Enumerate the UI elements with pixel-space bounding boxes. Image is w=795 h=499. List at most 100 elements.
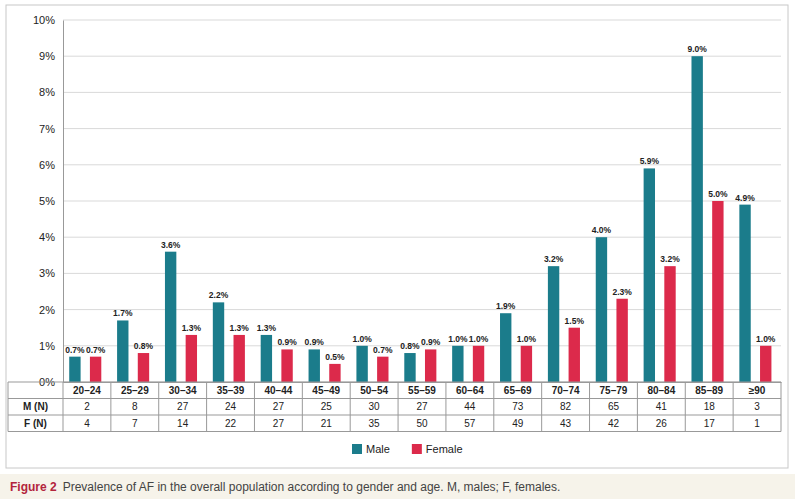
bar (234, 335, 245, 382)
data-label: 1.0% (448, 334, 468, 344)
table-rule (493, 382, 494, 432)
table-rule (445, 382, 446, 432)
table-cell: 42 (608, 418, 620, 429)
grid-line (63, 128, 781, 129)
table-rule (541, 382, 542, 432)
data-label: 1.0% (352, 334, 372, 344)
data-label: 1.9% (496, 301, 516, 311)
caption-label: Figure 2 (10, 480, 57, 494)
table-cell: 22 (225, 418, 237, 429)
bar (500, 313, 511, 382)
table-cell: 27 (273, 401, 285, 412)
y-tick-label: 2% (39, 304, 55, 316)
x-tick-label: 25–29 (121, 385, 149, 396)
table-cell: 1 (754, 418, 760, 429)
y-tick-label: 10% (33, 14, 55, 26)
table-rule (8, 415, 781, 416)
bar (596, 237, 607, 382)
bar (691, 56, 702, 382)
data-label: 1.0% (469, 334, 489, 344)
table-cell: 2 (84, 401, 90, 412)
table-cell: 44 (464, 401, 476, 412)
data-label: 1.0% (756, 334, 776, 344)
table-row-label: F (N) (24, 418, 47, 429)
data-table: M (N)282724272530274473826541183F (N)471… (8, 382, 781, 432)
table-rule (685, 382, 686, 432)
bar (664, 266, 675, 382)
x-tick-label: 40–44 (264, 385, 292, 396)
grid-line (63, 20, 781, 21)
bar (473, 346, 484, 382)
table-rule (8, 398, 781, 399)
x-tick-label: 20–24 (73, 385, 101, 396)
x-tick: 60–64 (456, 385, 484, 396)
data-labels: 0.7%1.7%3.6%2.2%1.3%0.9%1.0%0.8%1.0%1.9%… (65, 44, 776, 362)
bar (138, 353, 149, 382)
y-tick: 3% (39, 267, 63, 279)
x-tick-label: 55–59 (408, 385, 436, 396)
table-cell: 27 (273, 418, 285, 429)
bar (739, 205, 750, 382)
table-cell: 73 (512, 401, 524, 412)
table-cell: 82 (560, 401, 572, 412)
background (0, 0, 795, 499)
bar (644, 168, 655, 382)
x-tick: 30–34 (169, 385, 197, 396)
legend-item: Male (352, 443, 390, 455)
table-cell: 8 (132, 401, 138, 412)
y-tick-label: 4% (39, 231, 55, 243)
table-cell: 4 (84, 418, 90, 429)
data-label: 3.2% (544, 254, 564, 264)
table-rule (733, 382, 734, 432)
legend-swatch (352, 444, 362, 454)
caption-background (0, 474, 795, 499)
table-cell: 25 (321, 401, 333, 412)
x-tick: 85–89 (695, 385, 723, 396)
grid-line (63, 56, 781, 57)
table-rule (110, 382, 111, 432)
x-tick-label: 35–39 (217, 385, 245, 396)
x-tick: 25–29 (121, 385, 149, 396)
data-label: 2.3% (612, 287, 632, 297)
bar (186, 335, 197, 382)
table-cell: 30 (369, 401, 381, 412)
bar (425, 349, 436, 382)
data-label: 1.3% (257, 323, 277, 333)
table-cell: 27 (177, 401, 189, 412)
series-bars (90, 201, 772, 382)
x-tick: 70–74 (552, 385, 580, 396)
data-label: 1.5% (565, 316, 585, 326)
x-tick-label: 45–49 (312, 385, 340, 396)
table-rule (158, 382, 159, 432)
bar (309, 349, 320, 382)
table-cell: 27 (416, 401, 428, 412)
x-tick-label: 70–74 (552, 385, 580, 396)
data-label: 3.6% (161, 240, 181, 250)
table-cell: 49 (512, 418, 524, 429)
bar (712, 201, 723, 382)
table-cell: 21 (321, 418, 333, 429)
table-cell: 3 (754, 401, 760, 412)
y-tick: 5% (39, 195, 63, 207)
x-tick-label: 75–79 (600, 385, 628, 396)
table-cell: 26 (656, 418, 668, 429)
figure: 0.7%1.7%3.6%2.2%1.3%0.9%1.0%0.8%1.0%1.9%… (0, 0, 795, 499)
y-axis: 0%1%2%3%4%5%6%7%8%9%10% (33, 14, 64, 388)
y-tick: 1% (39, 340, 63, 352)
table-cell: 18 (704, 401, 716, 412)
table-cell: 7 (132, 418, 138, 429)
table-rule (589, 382, 590, 432)
bar (404, 353, 415, 382)
y-tick: 7% (39, 123, 63, 135)
data-label: 0.9% (421, 337, 441, 347)
bar (548, 266, 559, 382)
chart-frame (6, 5, 788, 468)
x-tick-label: 30–34 (169, 385, 197, 396)
x-tick: ≥90 (749, 385, 766, 396)
x-tick-label: 65–69 (504, 385, 532, 396)
caption-text: Prevalence of AF in the overall populati… (63, 480, 561, 494)
bar (117, 320, 128, 382)
x-tick: 65–69 (504, 385, 532, 396)
y-tick-label: 3% (39, 267, 55, 279)
x-tick: 80–84 (647, 385, 675, 396)
